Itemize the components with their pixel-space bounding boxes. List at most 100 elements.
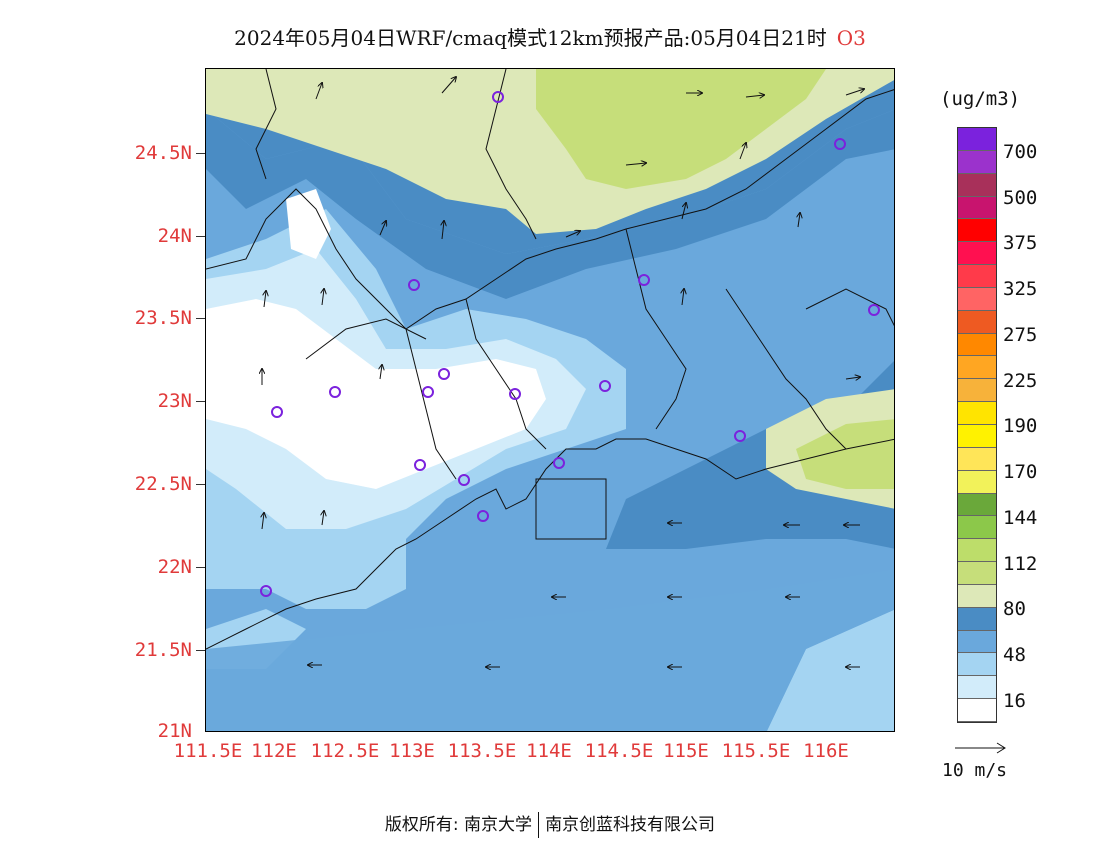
lat-tick xyxy=(196,401,205,402)
lon-label-115-5: 115.5E xyxy=(721,740,791,762)
wind-arrow xyxy=(322,511,324,526)
colorbar-segment xyxy=(958,379,996,403)
colorbar-segment xyxy=(958,607,996,631)
lat-label-24: 24N xyxy=(157,225,192,247)
station-marker xyxy=(260,585,272,597)
colorbar-segment xyxy=(958,287,996,311)
lat-tick xyxy=(196,153,205,154)
copyright-footer: 版权所有: 南京大学 南京创蓝科技有限公司 xyxy=(0,810,1100,838)
wind-arrow xyxy=(798,213,800,228)
wind-arrow xyxy=(379,221,386,236)
colorbar-label: 112 xyxy=(1003,553,1038,575)
colorbar-label: 190 xyxy=(1003,415,1038,437)
wind-arrow xyxy=(315,83,322,100)
lat-tick xyxy=(196,236,205,237)
wind-arrow xyxy=(739,143,746,160)
station-marker xyxy=(553,457,565,469)
wind-arrow xyxy=(745,95,764,97)
lon-label-111-5: 111.5E xyxy=(173,740,243,762)
colorbar-label: 325 xyxy=(1003,278,1038,300)
station-marker xyxy=(271,406,283,418)
colorbar-segment xyxy=(958,699,996,722)
wind-arrow xyxy=(845,89,864,96)
monitoring-stations xyxy=(260,91,880,597)
lat-tick xyxy=(196,650,205,651)
colorbar-label: 700 xyxy=(1003,141,1038,163)
colorbar-segment xyxy=(958,516,996,540)
colorbar-label: 275 xyxy=(1003,324,1038,346)
wind-reference-arrow xyxy=(955,742,1006,754)
copyright-company: 南京创蓝科技有限公司 xyxy=(545,815,716,835)
lat-label-22: 22N xyxy=(157,556,192,578)
station-marker xyxy=(868,304,880,316)
lat-label-21-5: 21.5N xyxy=(134,639,192,661)
colorbar-segment xyxy=(958,424,996,448)
lon-label-114-5: 114.5E xyxy=(584,740,654,762)
station-marker xyxy=(734,430,746,442)
colorbar-segment xyxy=(958,128,996,151)
station-marker xyxy=(408,279,420,291)
lat-tick xyxy=(196,318,205,319)
wind-arrow xyxy=(625,163,646,165)
colorbar-segment xyxy=(958,470,996,494)
species-label: O3 xyxy=(836,26,866,50)
colorbar-segment xyxy=(958,150,996,174)
station-marker xyxy=(834,138,846,150)
title-text: 2024年05月04日WRF/cmaq模式12km预报产品:05月04日21时 xyxy=(234,26,827,50)
wind-arrow xyxy=(442,221,444,240)
wind-arrow xyxy=(380,365,382,380)
lat-label-21: 21N xyxy=(157,720,192,742)
station-marker xyxy=(329,386,341,398)
ozone-map[interactable] xyxy=(205,68,895,732)
wind-arrow xyxy=(565,231,580,238)
lat-label-24-5: 24.5N xyxy=(134,142,192,164)
colorbar-segment xyxy=(958,310,996,334)
colorbar-segment xyxy=(958,630,996,654)
lat-tick xyxy=(196,484,205,485)
station-marker xyxy=(599,380,611,392)
station-marker xyxy=(492,91,504,103)
colorbar-label: 375 xyxy=(1003,232,1038,254)
lon-label-114: 114E xyxy=(526,740,572,762)
colorbar-segment xyxy=(958,196,996,220)
station-marker xyxy=(438,368,450,380)
ozone-0-16-area xyxy=(206,299,546,489)
colorbar-segment xyxy=(958,653,996,677)
lat-label-22-5: 22.5N xyxy=(134,473,192,495)
lat-label-23-5: 23.5N xyxy=(134,307,192,329)
colorbar-label: 48 xyxy=(1003,644,1026,666)
lon-label-112-5: 112.5E xyxy=(310,740,380,762)
colorbar-segment xyxy=(958,493,996,517)
colorbar-unit: (ug/m3) xyxy=(940,88,1021,110)
wind-arrow xyxy=(262,513,264,530)
colorbar-label: 144 xyxy=(1003,507,1038,529)
colorbar-label: 500 xyxy=(1003,187,1038,209)
copyright-owner: 版权所有: 南京大学 xyxy=(384,815,533,835)
colorbar-segment xyxy=(958,356,996,380)
colorbar-label: 16 xyxy=(1003,690,1026,712)
station-marker xyxy=(477,510,489,522)
wind-vectors xyxy=(262,77,864,667)
colorbar-segment xyxy=(958,562,996,585)
station-marker xyxy=(638,274,650,286)
ozone-sea-area xyxy=(206,569,894,731)
colorbar-segment xyxy=(958,333,996,357)
colorbar-segment xyxy=(958,584,996,608)
wind-arrow xyxy=(845,377,860,379)
lon-label-115: 115E xyxy=(663,740,709,762)
colorbar-label: 225 xyxy=(1003,370,1038,392)
colorbar-segment xyxy=(958,242,996,266)
ozone-112-144-north xyxy=(536,69,826,189)
wind-reference-label: 10 m/s xyxy=(942,760,1008,781)
colorbar-segment xyxy=(958,265,996,288)
ozone-field xyxy=(206,69,894,731)
wind-arrow xyxy=(681,203,686,220)
colorbar-segment xyxy=(958,402,996,425)
station-marker xyxy=(458,474,470,486)
colorbar-label: 170 xyxy=(1003,461,1038,483)
lat-label-23: 23N xyxy=(157,390,192,412)
colorbar-segment xyxy=(958,447,996,471)
colorbar-segment xyxy=(958,219,996,243)
station-marker xyxy=(422,386,434,398)
wind-arrow xyxy=(264,291,266,308)
